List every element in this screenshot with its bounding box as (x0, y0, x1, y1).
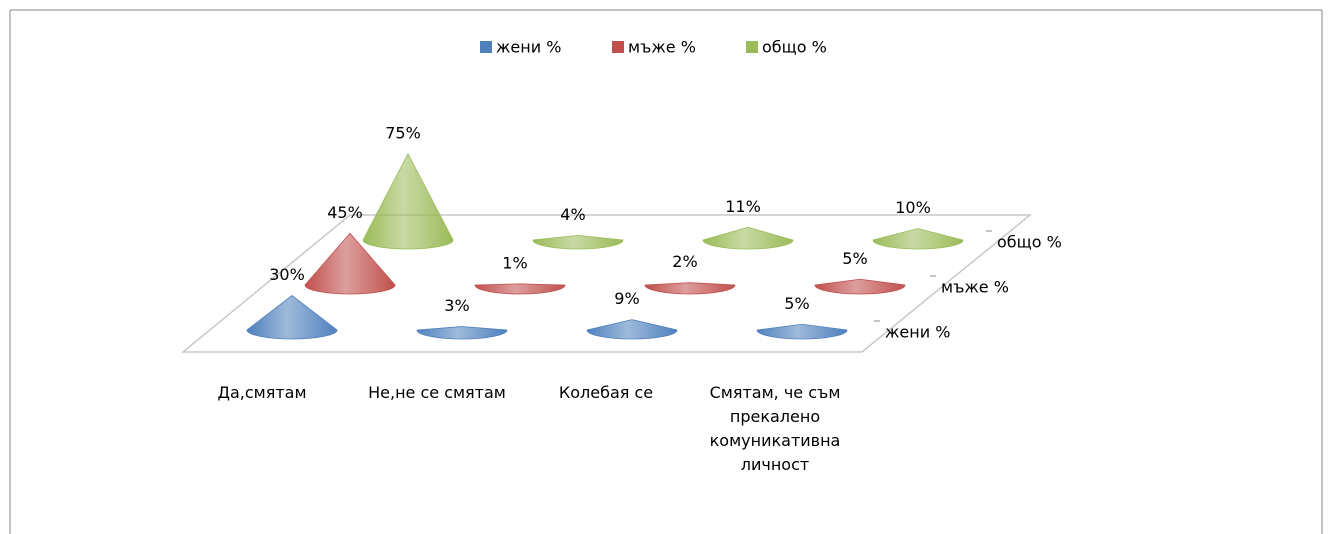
depth-label: мъже % (941, 278, 1009, 297)
x-tick-label: Не,не се смятам (368, 383, 506, 402)
cone (586, 319, 678, 340)
cone (474, 283, 566, 295)
x-tick-label: Смятам, че съм прекалено комуникативна л… (709, 383, 841, 474)
value-label: 5% (842, 249, 867, 268)
depth-label: жени % (885, 323, 950, 342)
cone (756, 323, 848, 340)
value-label: 45% (327, 203, 363, 222)
legend-swatch (480, 41, 492, 53)
legend-swatch (612, 41, 624, 53)
floor (180, 214, 1033, 353)
value-label: 9% (614, 289, 639, 308)
x-tick-label: Колебая се (558, 383, 654, 402)
cone (416, 326, 508, 340)
value-label: 2% (672, 252, 697, 271)
legend-label: общо % (762, 38, 827, 57)
depth-label: общо % (997, 233, 1062, 252)
legend-label: жени % (496, 38, 561, 57)
value-label: 11% (725, 197, 761, 216)
value-label: 10% (895, 198, 931, 217)
cone (872, 228, 964, 250)
value-label: 1% (502, 253, 527, 272)
legend-swatch (746, 41, 758, 53)
cone (304, 232, 396, 295)
value-label: 4% (560, 205, 585, 224)
value-label: 75% (385, 123, 421, 142)
cone (246, 294, 338, 340)
cone (814, 278, 906, 295)
value-label: 3% (444, 296, 469, 315)
legend-label: мъже % (628, 38, 696, 57)
value-label: 5% (784, 294, 809, 313)
cone (362, 152, 454, 250)
value-label: 30% (269, 265, 305, 284)
cone (532, 234, 624, 250)
cone (702, 226, 794, 250)
cone (644, 282, 736, 295)
x-tick-label: Да,смятам (217, 383, 307, 402)
